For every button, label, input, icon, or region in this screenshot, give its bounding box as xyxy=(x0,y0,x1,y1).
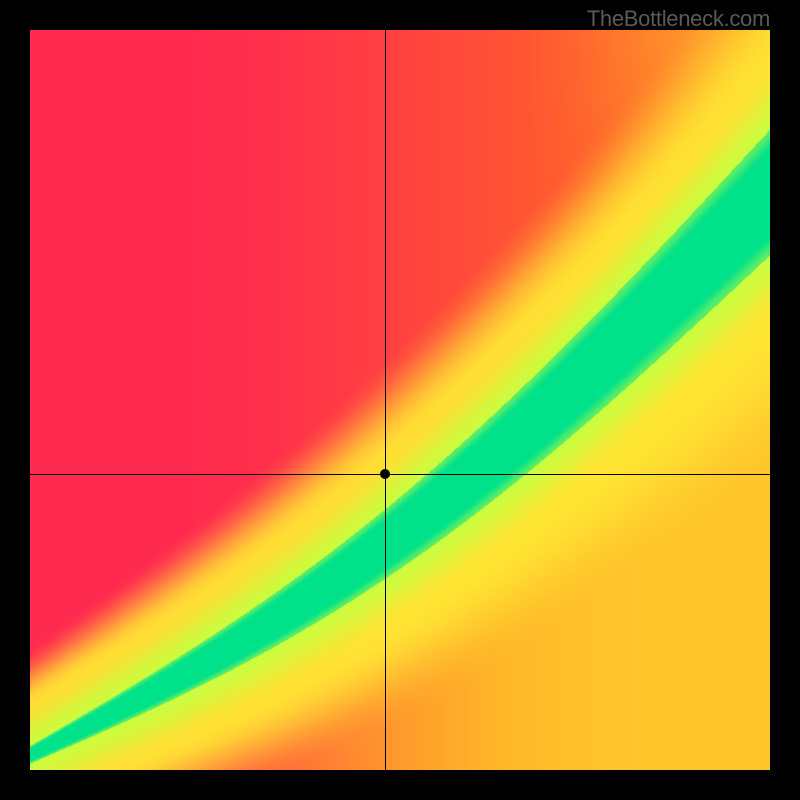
crosshair-marker xyxy=(380,469,390,479)
heatmap-plot-area xyxy=(30,30,770,770)
crosshair-horizontal xyxy=(30,474,770,475)
crosshair-vertical xyxy=(385,30,386,770)
watermark-text: TheBottleneck.com xyxy=(587,6,770,32)
heatmap-canvas xyxy=(30,30,770,770)
